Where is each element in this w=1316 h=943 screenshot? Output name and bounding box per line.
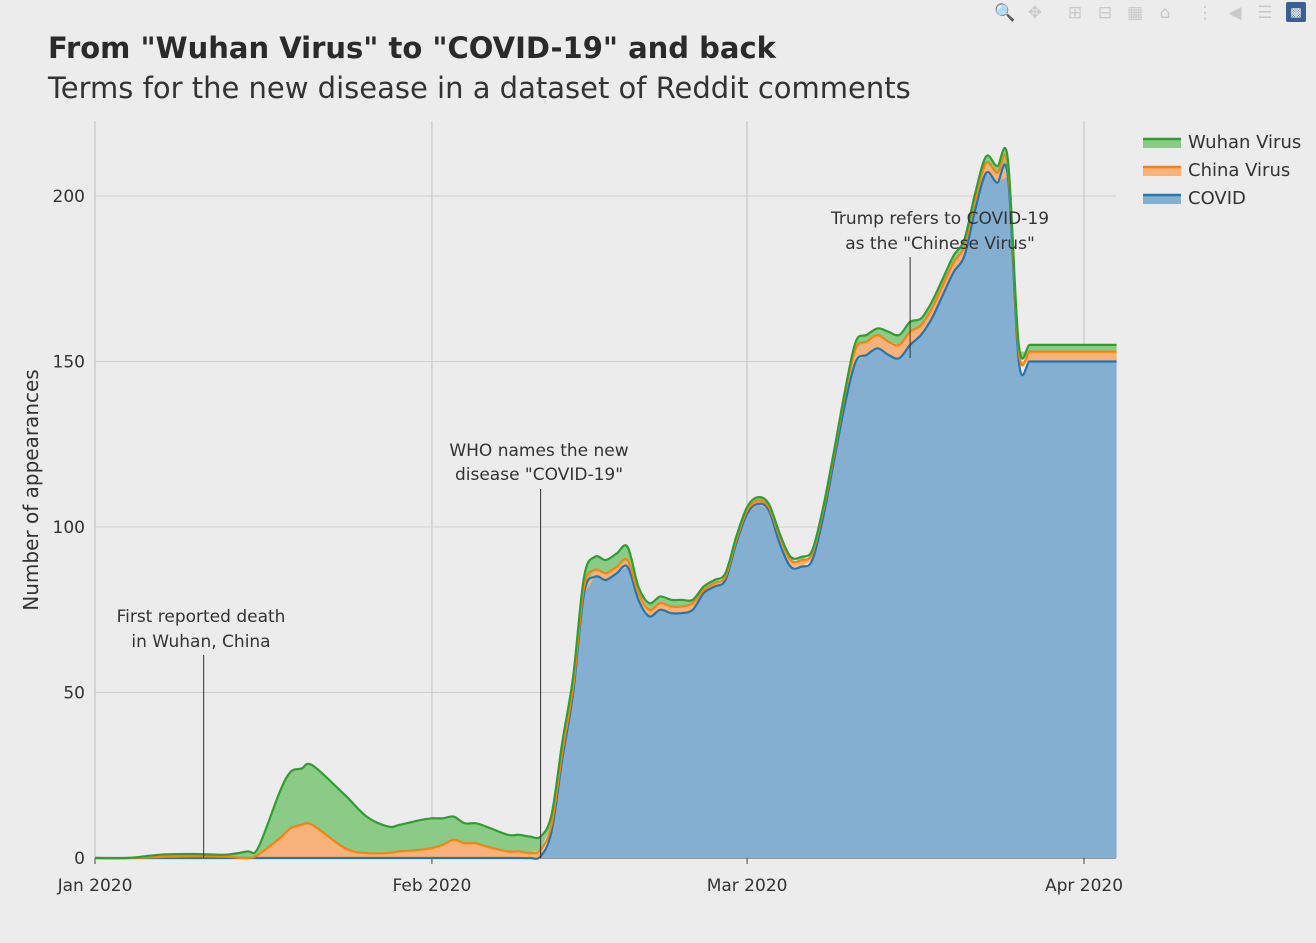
zoom-icon[interactable]: 🔍 (994, 3, 1016, 23)
x-tick-label: Jan 2020 (57, 876, 133, 896)
annotation-text: First reported death (117, 607, 286, 627)
area-covid[interactable] (95, 164, 1117, 859)
y-axis-title: Number of appearances (19, 369, 43, 610)
annotation-text: in Wuhan, China (131, 632, 270, 652)
x-tick-label: Mar 2020 (707, 876, 788, 896)
legend-item-china-virus[interactable]: China Virus (1143, 160, 1290, 181)
annotation-text: Trump refers to COVID-19 (830, 209, 1049, 229)
y-tick-label: 100 (53, 518, 85, 538)
zoom-out-icon[interactable]: ⊟ (1097, 3, 1113, 23)
modebar: 🔍 ✥ ⊞ ⊟ ▦ ⌂ ⋮ ◀ ☰ ▩ (990, 2, 1306, 24)
x-tick-label: Feb 2020 (393, 876, 472, 896)
annotation-text: as the "Chinese Virus" (845, 234, 1035, 254)
legend-swatch (1143, 195, 1181, 204)
plot-area[interactable]: 0 50 100 150 200 Jan 2020 Feb 2020 Mar 2020 Apr … (53, 121, 1123, 896)
legend-item-wuhan-virus[interactable]: Wuhan Virus (1143, 132, 1301, 153)
plotly-logo-icon[interactable]: ▩ (1286, 2, 1306, 22)
y-tick-label: 150 (53, 353, 85, 373)
annotation: WHO names the new disease "COVID-19" (449, 441, 629, 858)
annotation-text: disease "COVID-19" (455, 465, 623, 485)
x-tick-label: Apr 2020 (1045, 876, 1123, 896)
hover-closest-icon[interactable]: ◀ (1228, 3, 1242, 23)
line-china-virus[interactable] (94, 153, 1117, 860)
autoscale-icon[interactable]: ▦ (1126, 3, 1144, 23)
reset-axes-icon[interactable]: ⌂ (1159, 3, 1171, 23)
chart-title: From "Wuhan Virus" to "COVID-19" and bac… (48, 31, 777, 65)
chart-subtitle: Terms for the new disease in a dataset o… (47, 71, 911, 105)
spike-lines-icon[interactable]: ⋮ (1196, 3, 1214, 23)
annotation: First reported death in Wuhan, China (117, 607, 286, 858)
line-wuhan-virus[interactable] (94, 147, 1117, 860)
legend-label: Wuhan Virus (1188, 132, 1301, 153)
legend-label: China Virus (1188, 160, 1290, 181)
y-tick-label: 0 (74, 849, 85, 869)
legend-label: COVID (1188, 188, 1246, 209)
annotation-text: WHO names the new (449, 441, 628, 461)
hover-compare-icon[interactable]: ☰ (1257, 3, 1273, 23)
y-tick-label: 50 (63, 684, 85, 704)
line-covid[interactable] (94, 163, 1117, 860)
y-tick-label: 200 (53, 187, 85, 207)
annotation: Trump refers to COVID-19 as the "Chinese … (830, 209, 1049, 358)
pan-icon[interactable]: ✥ (1027, 3, 1043, 23)
legend-item-covid[interactable]: COVID (1143, 188, 1246, 209)
legend[interactable]: Wuhan Virus China Virus COVID (1143, 132, 1301, 209)
legend-swatch (1143, 139, 1181, 148)
zoom-in-icon[interactable]: ⊞ (1067, 3, 1083, 23)
legend-swatch (1143, 167, 1181, 176)
